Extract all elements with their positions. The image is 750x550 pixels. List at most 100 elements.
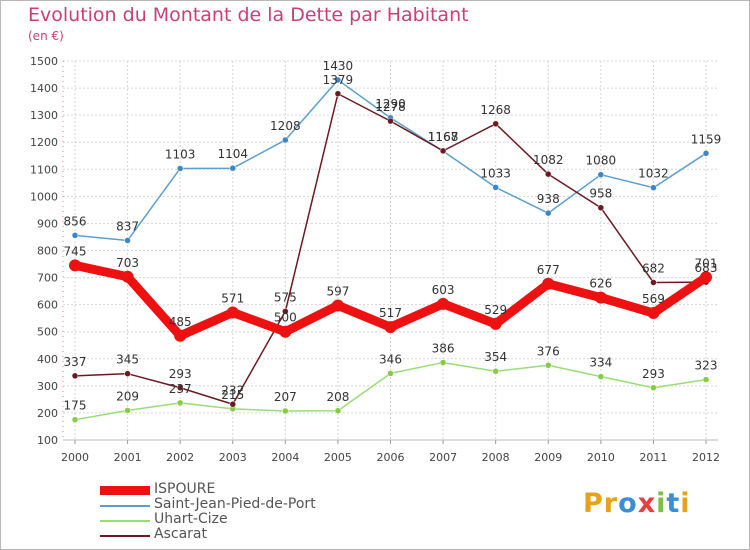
data-point-uhart-cize: [124, 407, 131, 414]
data-point-saint-jean-pied-de-port: [334, 76, 342, 84]
x-tick-label: 2010: [587, 451, 615, 464]
data-label-ascarat: 1268: [480, 103, 511, 117]
x-tick-label: 2005: [324, 451, 352, 464]
y-tick-label: 1000: [30, 190, 58, 203]
x-tick-label: 2004: [271, 451, 299, 464]
data-label-saint-jean-pied-de-port: 1290: [375, 97, 406, 111]
data-point-ispoure: [331, 299, 344, 312]
data-point-ascarat: [282, 308, 289, 315]
y-tick-label: 600: [37, 299, 58, 312]
logo-letter: t: [666, 488, 681, 519]
data-label-ispoure: 626: [589, 277, 612, 291]
data-point-uhart-cize: [492, 367, 499, 375]
data-point-ispoure: [700, 271, 712, 284]
data-point-saint-jean-pied-de-port: [124, 237, 131, 244]
data-label-ascarat: 958: [589, 187, 612, 201]
y-tick-label: 400: [37, 353, 58, 366]
data-label-saint-jean-pied-de-port: 1103: [165, 147, 196, 161]
y-tick-label: 1300: [30, 109, 58, 122]
y-tick-label: 900: [37, 217, 58, 230]
data-label-saint-jean-pied-de-port: 1167: [428, 130, 459, 144]
y-tick-label: 300: [37, 380, 58, 393]
data-label-saint-jean-pied-de-port: 1159: [691, 132, 722, 146]
data-label-saint-jean-pied-de-port: 1208: [270, 119, 301, 133]
legend-swatch-uhart-cize: [100, 520, 150, 522]
data-label-ispoure: 745: [64, 244, 87, 258]
legend-swatch-ispoure: [100, 486, 150, 495]
data-label-ispoure: 603: [432, 283, 455, 297]
data-label-saint-jean-pied-de-port: 1080: [586, 154, 617, 168]
data-label-saint-jean-pied-de-port: 1033: [480, 166, 511, 180]
y-tick-label: 100: [37, 434, 58, 447]
legend-label-uhart-cize: Uhart-Cize: [154, 511, 228, 527]
data-label-uhart-cize: 376: [537, 344, 560, 358]
data-point-ispoure: [279, 325, 292, 338]
data-point-saint-jean-pied-de-port: [229, 164, 236, 172]
logo-letter: i: [680, 488, 691, 519]
data-point-ascarat: [545, 170, 552, 178]
logo-letter: r: [603, 488, 619, 519]
data-label-ispoure: 517: [379, 306, 402, 320]
data-label-saint-jean-pied-de-port: 938: [537, 192, 560, 206]
legend-swatch-ascarat: [100, 535, 150, 537]
data-point-ispoure: [121, 270, 134, 283]
data-label-saint-jean-pied-de-port: 837: [116, 219, 139, 233]
data-label-ascarat: 1082: [533, 153, 564, 167]
data-label-ascarat: 337: [64, 355, 87, 369]
unit-label: (en €): [28, 29, 64, 43]
x-tick-label: 2002: [166, 451, 194, 464]
data-label-uhart-cize: 209: [116, 389, 139, 403]
data-label-saint-jean-pied-de-port: 1430: [323, 59, 354, 73]
data-point-ispoure: [489, 317, 502, 330]
data-point-uhart-cize: [439, 359, 447, 366]
data-point-ispoure: [69, 259, 81, 272]
data-point-uhart-cize: [650, 384, 657, 392]
data-point-ascarat: [124, 370, 131, 377]
y-tick-label: 700: [37, 272, 58, 285]
data-label-ispoure: 677: [537, 263, 560, 277]
data-label-ascarat: 575: [274, 290, 297, 304]
x-tick-label: 2001: [114, 451, 142, 464]
data-label-uhart-cize: 175: [64, 399, 87, 413]
y-tick-label: 800: [37, 245, 58, 258]
data-label-ascarat: 293: [169, 367, 192, 381]
x-tick-label: 2009: [534, 451, 562, 464]
data-label-uhart-cize: 215: [221, 388, 244, 402]
data-label-saint-jean-pied-de-port: 856: [64, 214, 87, 228]
data-point-saint-jean-pied-de-port: [176, 165, 184, 172]
data-point-saint-jean-pied-de-port: [597, 171, 605, 178]
data-point-ascarat: [176, 384, 184, 392]
y-tick-label: 200: [37, 407, 58, 420]
data-label-ascarat: 1278: [375, 100, 406, 114]
data-point-ispoure: [384, 321, 397, 334]
data-point-saint-jean-pied-de-port: [282, 136, 289, 144]
data-point-saint-jean-pied-de-port: [492, 184, 499, 191]
data-point-uhart-cize: [334, 407, 342, 415]
data-point-ascarat: [650, 279, 657, 286]
x-tick-label: 2012: [692, 451, 720, 464]
data-point-uhart-cize: [597, 373, 605, 380]
y-tick-label: 1100: [30, 163, 58, 176]
data-point-saint-jean-pied-de-port: [702, 150, 710, 157]
data-point-uhart-cize: [71, 416, 79, 423]
data-label-ascarat: 1168: [428, 130, 459, 144]
data-label-ispoure: 500: [274, 311, 297, 325]
data-label-ispoure: 485: [169, 315, 192, 329]
data-label-uhart-cize: 208: [326, 390, 349, 404]
data-point-saint-jean-pied-de-port: [71, 232, 79, 239]
data-point-ascarat: [229, 401, 236, 408]
logo-letter: i: [656, 488, 667, 519]
x-tick-label: 2006: [377, 451, 405, 464]
data-label-ispoure: 529: [484, 303, 507, 317]
data-label-uhart-cize: 334: [589, 356, 612, 370]
data-label-uhart-cize: 354: [484, 350, 507, 364]
data-label-ispoure: 703: [116, 256, 139, 270]
data-label-ispoure: 701: [695, 256, 718, 270]
proxiti-logo: Proxiti: [583, 488, 691, 519]
y-tick-label: 1500: [30, 55, 58, 68]
legend-label-ascarat: Ascarat: [154, 526, 207, 542]
legend-label-ispoure: ISPOURE: [154, 481, 216, 497]
data-point-ispoure: [542, 277, 555, 290]
data-point-ascarat: [71, 372, 79, 380]
x-tick-label: 2003: [219, 451, 247, 464]
